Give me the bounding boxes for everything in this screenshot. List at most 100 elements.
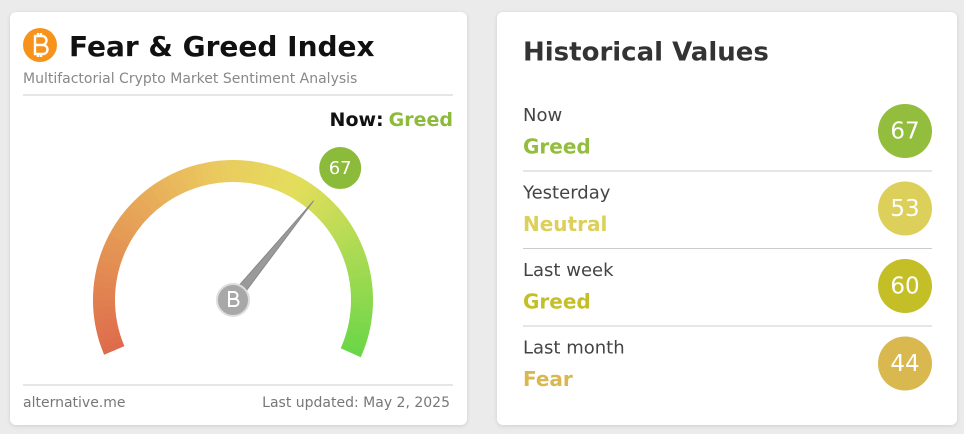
period: Now <box>523 105 562 126</box>
arc-segment <box>213 160 223 184</box>
arc-segment <box>349 314 372 325</box>
arc-segment <box>161 176 179 199</box>
arc-segment <box>97 329 121 342</box>
arc-segment <box>186 165 200 189</box>
arc-segment <box>350 302 373 311</box>
arc-segment <box>313 197 334 219</box>
arc-segment <box>120 210 143 230</box>
arc-segment <box>116 216 139 235</box>
arc-segment <box>321 207 343 227</box>
arc-segment <box>342 248 366 263</box>
arc-segment <box>134 195 155 217</box>
historical-title: Historical Values <box>523 38 769 68</box>
arc-segment <box>234 160 242 183</box>
arc-segment <box>93 286 116 295</box>
arc-segment <box>251 161 263 185</box>
value-circle <box>878 336 932 391</box>
value: 44 <box>890 351 919 377</box>
arc-segment <box>180 167 195 191</box>
arc-segment <box>295 180 313 203</box>
arc-segment <box>220 160 229 183</box>
arc-segment <box>109 227 132 245</box>
now-line: Now: Greed <box>330 109 453 131</box>
arc-segment <box>332 224 355 242</box>
arc-segment <box>112 221 136 240</box>
arc-segment <box>284 174 301 197</box>
arc-segment <box>328 218 351 237</box>
arc-segment <box>103 239 127 256</box>
now-status: Greed <box>389 109 453 131</box>
arc-segment <box>348 268 371 280</box>
arc-segment <box>155 179 173 202</box>
hub-glyph <box>228 291 240 307</box>
arc-segment <box>93 279 117 289</box>
status: Greed <box>523 290 591 314</box>
arc-segment <box>149 183 169 206</box>
arc-segment <box>344 331 368 345</box>
arc-segment <box>309 193 329 214</box>
arc-segment <box>124 205 146 226</box>
status: Neutral <box>523 212 607 236</box>
arc-segment <box>93 293 116 301</box>
arc-segment <box>350 296 373 304</box>
historical-panel: Historical Values Now Greed 67 Yesterday Neu… <box>522 38 932 391</box>
arc-segment <box>95 266 119 278</box>
arc-segment <box>101 246 125 261</box>
arc-segment <box>245 160 256 184</box>
source: alternative.me <box>23 395 126 411</box>
arc-segment <box>299 184 319 207</box>
value: 53 <box>890 196 919 222</box>
arc-segment <box>239 160 249 183</box>
arc-segment <box>106 233 130 250</box>
arc-segment <box>346 262 370 274</box>
arc-segment <box>257 162 269 186</box>
arc-segment <box>340 242 364 258</box>
value-circle <box>878 181 932 236</box>
arc-segment <box>350 282 373 292</box>
arc-segment <box>93 300 116 308</box>
status: Fear <box>523 367 573 391</box>
arc-segment <box>279 171 295 195</box>
arc-segment <box>346 325 370 338</box>
arc-segment <box>173 170 189 194</box>
historical-card: Historical Values Now Greed 67 Yesterday Neu… <box>497 12 957 425</box>
arc-segment <box>325 212 348 232</box>
bitcoin-glyph <box>33 33 49 57</box>
arc-segment <box>227 159 235 183</box>
arc-segment <box>262 164 276 188</box>
arc-segment <box>94 272 118 284</box>
updated: Last updated: May 2, 2025 <box>262 395 450 411</box>
arc-segment <box>199 162 212 186</box>
value-bubble <box>319 147 362 190</box>
period: Yesterday <box>522 183 611 204</box>
value: 67 <box>890 119 919 145</box>
gauge-arc <box>93 159 373 358</box>
status: Greed <box>523 135 591 159</box>
period: Last month <box>523 338 625 359</box>
arc-segment <box>144 187 164 209</box>
arc-segment <box>335 230 358 247</box>
subtitle: Multifactorial Crypto Market Sentiment A… <box>23 71 357 87</box>
arc-segment <box>93 306 116 315</box>
arc-segment <box>268 166 283 190</box>
arc-segment <box>349 275 372 286</box>
arc-segment <box>98 252 122 267</box>
fear-greed-card: Fear & Greed Index Multifactorial Crypto… <box>10 12 467 425</box>
arc-segment <box>348 320 371 331</box>
arc-segment <box>304 188 324 211</box>
arc-segment <box>338 236 361 252</box>
arc-segment <box>95 323 119 336</box>
value: 60 <box>890 274 919 300</box>
arc-segment <box>101 340 125 355</box>
arc-segment <box>274 168 289 192</box>
value-circle <box>878 104 932 158</box>
arc-segment <box>342 337 366 351</box>
arc-segment <box>99 334 123 349</box>
arc-segment <box>129 200 150 221</box>
arc-segment <box>93 311 117 322</box>
value-circle <box>878 259 932 313</box>
gauge-value: 67 <box>329 158 352 179</box>
arc-segment <box>193 163 206 187</box>
now-label: Now: <box>330 109 384 131</box>
gauge-panel: Fear & Greed Index Multifactorial Crypto… <box>23 28 453 411</box>
